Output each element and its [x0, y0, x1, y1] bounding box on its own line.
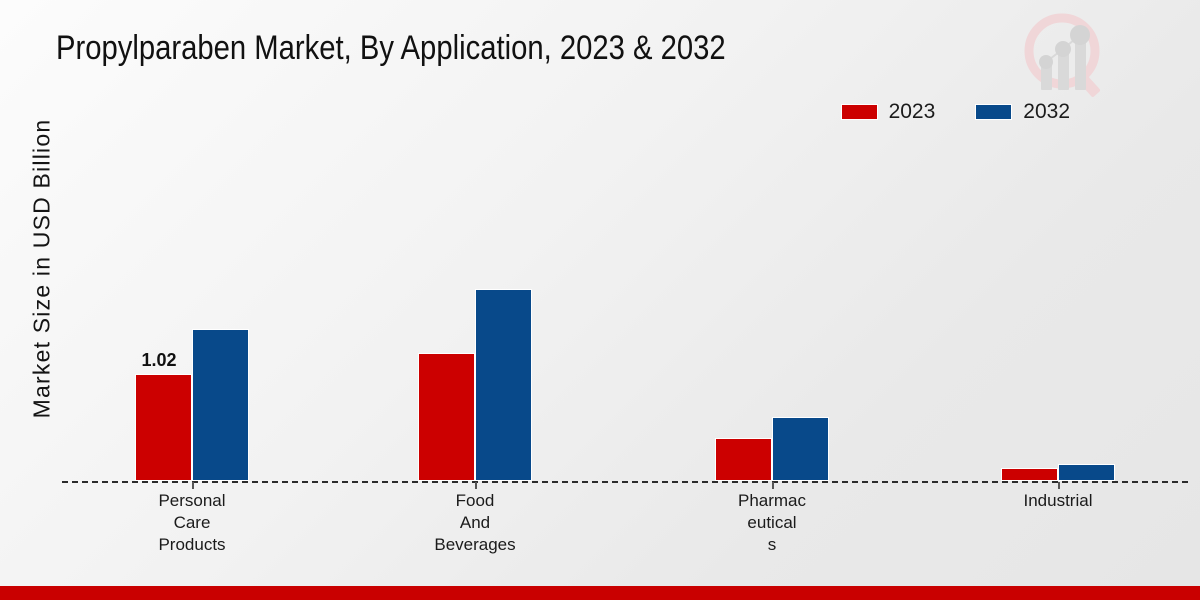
bar-2032-personal-care-products[interactable]: [192, 328, 249, 481]
x-axis-label-industrial: Industrial: [963, 490, 1153, 512]
x-axis-label-line: eutical: [747, 513, 797, 532]
x-axis-label-line: Pharmac: [737, 491, 807, 510]
bar-value-label: 1.02: [141, 349, 177, 370]
legend-swatch-2032: [975, 104, 1013, 120]
bar-2023-personal-care-products[interactable]: [135, 373, 192, 481]
legend-item-2023[interactable]: 2023: [840, 100, 936, 124]
x-axis-label-pharmaceuticals: Pharmac eutical s: [677, 490, 867, 556]
x-axis-label-food-and-beverages: Food And Beverages: [380, 490, 570, 556]
bar-2032-industrial[interactable]: [1058, 464, 1115, 481]
x-tick: [1058, 482, 1060, 489]
x-axis-label-line: And: [459, 513, 491, 532]
footer-accent-bar: [0, 586, 1200, 600]
x-axis-label-line: Products: [158, 535, 226, 554]
bar-2023-food-and-beverages[interactable]: [418, 352, 475, 481]
page-title: Propylparaben Market, By Application, 20…: [56, 29, 726, 67]
legend-label-2032: 2032: [1023, 100, 1070, 123]
chart-legend: 2023 2032: [840, 100, 1070, 124]
legend-item-2032[interactable]: 2032: [975, 100, 1070, 124]
x-axis-label-line: Personal: [158, 491, 226, 510]
x-tick: [192, 482, 194, 489]
legend-label-2023: 2023: [888, 100, 936, 123]
bar-2023-pharmaceuticals[interactable]: [715, 437, 772, 481]
bar-2032-pharmaceuticals[interactable]: [772, 416, 829, 481]
x-axis-label-line: Beverages: [434, 535, 516, 554]
x-tick: [475, 482, 477, 489]
bar-2032-food-and-beverages[interactable]: [475, 288, 532, 481]
x-axis-label-line: s: [767, 535, 777, 554]
x-tick: [772, 482, 774, 489]
x-axis-baseline: [62, 481, 1188, 483]
x-axis-label-line: Industrial: [1023, 491, 1093, 510]
bar-2023-industrial[interactable]: [1001, 468, 1058, 481]
x-axis-label-personal-care-products: Personal Care Products: [97, 490, 287, 556]
x-axis-label-line: Food: [455, 491, 495, 510]
legend-swatch-2023: [840, 104, 878, 120]
x-axis-label-line: Care: [173, 513, 211, 532]
